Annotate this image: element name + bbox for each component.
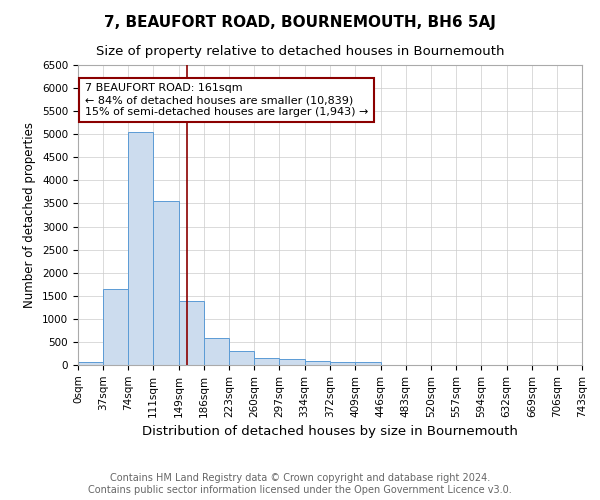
Bar <box>153 201 179 365</box>
Bar <box>103 289 128 365</box>
Bar <box>204 338 229 365</box>
Bar <box>128 132 153 365</box>
Bar <box>254 358 280 365</box>
Bar <box>331 362 355 365</box>
Bar <box>78 362 103 365</box>
Text: 7, BEAUFORT ROAD, BOURNEMOUTH, BH6 5AJ: 7, BEAUFORT ROAD, BOURNEMOUTH, BH6 5AJ <box>104 15 496 30</box>
Text: 7 BEAUFORT ROAD: 161sqm
← 84% of detached houses are smaller (10,839)
15% of sem: 7 BEAUFORT ROAD: 161sqm ← 84% of detache… <box>85 84 368 116</box>
Bar <box>305 360 331 365</box>
Bar <box>355 362 380 365</box>
Bar <box>280 359 305 365</box>
X-axis label: Distribution of detached houses by size in Bournemouth: Distribution of detached houses by size … <box>142 425 518 438</box>
Y-axis label: Number of detached properties: Number of detached properties <box>23 122 37 308</box>
Bar <box>179 302 204 365</box>
Bar <box>229 351 254 365</box>
Text: Contains HM Land Registry data © Crown copyright and database right 2024.
Contai: Contains HM Land Registry data © Crown c… <box>88 474 512 495</box>
Text: Size of property relative to detached houses in Bournemouth: Size of property relative to detached ho… <box>96 45 504 58</box>
